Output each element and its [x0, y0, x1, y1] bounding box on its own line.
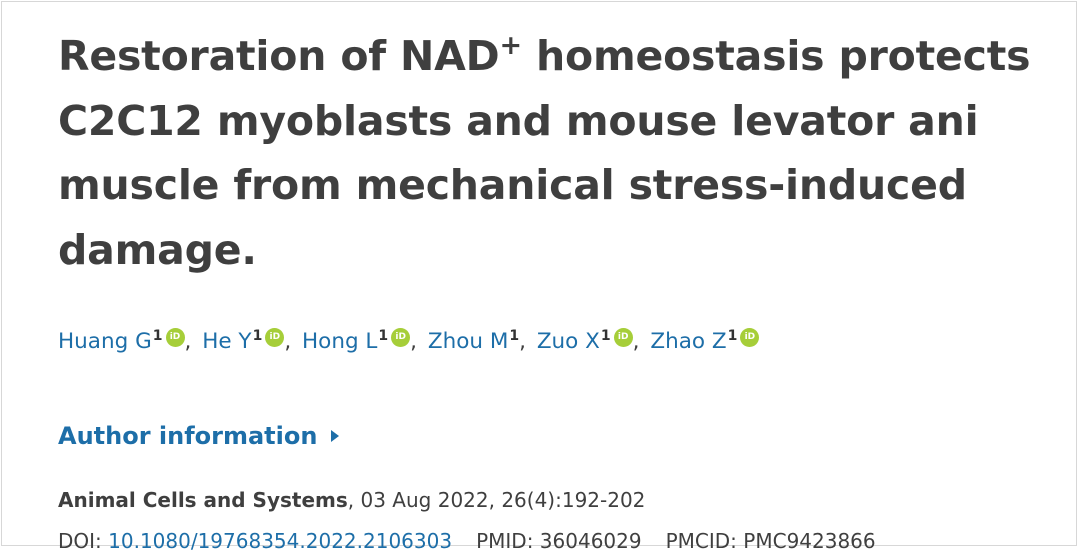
publication-details: , 03 Aug 2022, 26(4):192-202 [347, 488, 646, 512]
affiliation-marker: 1 [378, 328, 389, 344]
author-separator: , [284, 329, 292, 354]
orcid-icon[interactable]: iD [613, 328, 633, 347]
doi-link[interactable]: 10.1080/19768354.2022.2106303 [108, 529, 453, 553]
article-title: Restoration of NAD+ homeostasis protects… [58, 24, 1058, 282]
author-item: Zuo X1 iD, [536, 328, 644, 354]
author-item: Zhou M1, [428, 329, 530, 354]
author-item: He Y1 iD, [202, 328, 295, 354]
author-list: Huang G1 iD, He Y1 iD, Hong L1 iD, Zhou M1,… [58, 327, 760, 357]
identifier-info: DOI: 10.1080/19768354.2022.2106303 PMID: … [58, 529, 876, 553]
article-header: Restoration of NAD+ homeostasis protects… [58, 24, 1058, 553]
orcid-icon[interactable]: iD [265, 328, 285, 347]
pmid-value: 36046029 [539, 529, 642, 553]
author-separator: , [519, 329, 526, 354]
orcid-icon[interactable]: iD [165, 328, 185, 347]
pmid-label: PMID: [476, 529, 540, 553]
author-item: Zhao Z1 iD [650, 328, 760, 354]
author-item: Huang G1 iD, [58, 328, 195, 354]
title-part-1: Restoration of NAD [58, 32, 500, 80]
pmcid-label: PMCID: [665, 529, 744, 553]
publication-info: Animal Cells and Systems, 03 Aug 2022, 2… [58, 488, 645, 512]
author-name-link[interactable]: Zuo X [536, 329, 600, 354]
author-separator: , [632, 329, 640, 354]
author-name-link[interactable]: Zhou M [427, 329, 509, 354]
title-superscript: + [499, 30, 522, 61]
orcid-icon[interactable]: iD [391, 328, 411, 347]
author-name-link[interactable]: He Y [202, 329, 252, 354]
affiliation-marker: 1 [727, 328, 738, 344]
author-name-link[interactable]: Hong L [302, 329, 378, 354]
orcid-icon[interactable]: iD [740, 328, 760, 347]
affiliation-marker: 1 [152, 328, 163, 344]
affiliation-marker: 1 [509, 328, 520, 344]
author-name-link[interactable]: Huang G [58, 329, 152, 354]
doi-label: DOI: [58, 529, 109, 553]
author-information-label: Author information [58, 422, 318, 450]
pmcid-value: PMC9423866 [743, 529, 876, 553]
journal-name: Animal Cells and Systems [58, 488, 348, 512]
affiliation-marker: 1 [252, 328, 263, 344]
caret-right-icon [331, 430, 340, 442]
author-item: Hong L1 iD, [302, 328, 421, 354]
author-separator: , [410, 329, 418, 354]
title-part-2: homeostasis protects C2C12 myoblasts and… [58, 32, 1031, 274]
author-information-toggle[interactable]: Author information [58, 422, 340, 450]
author-name-link[interactable]: Zhao Z [650, 329, 727, 354]
author-separator: , [184, 329, 192, 354]
affiliation-marker: 1 [600, 328, 611, 344]
